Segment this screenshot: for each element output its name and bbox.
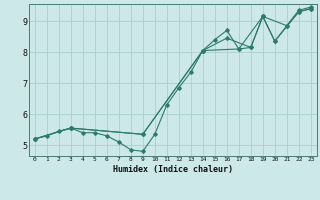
- X-axis label: Humidex (Indice chaleur): Humidex (Indice chaleur): [113, 165, 233, 174]
